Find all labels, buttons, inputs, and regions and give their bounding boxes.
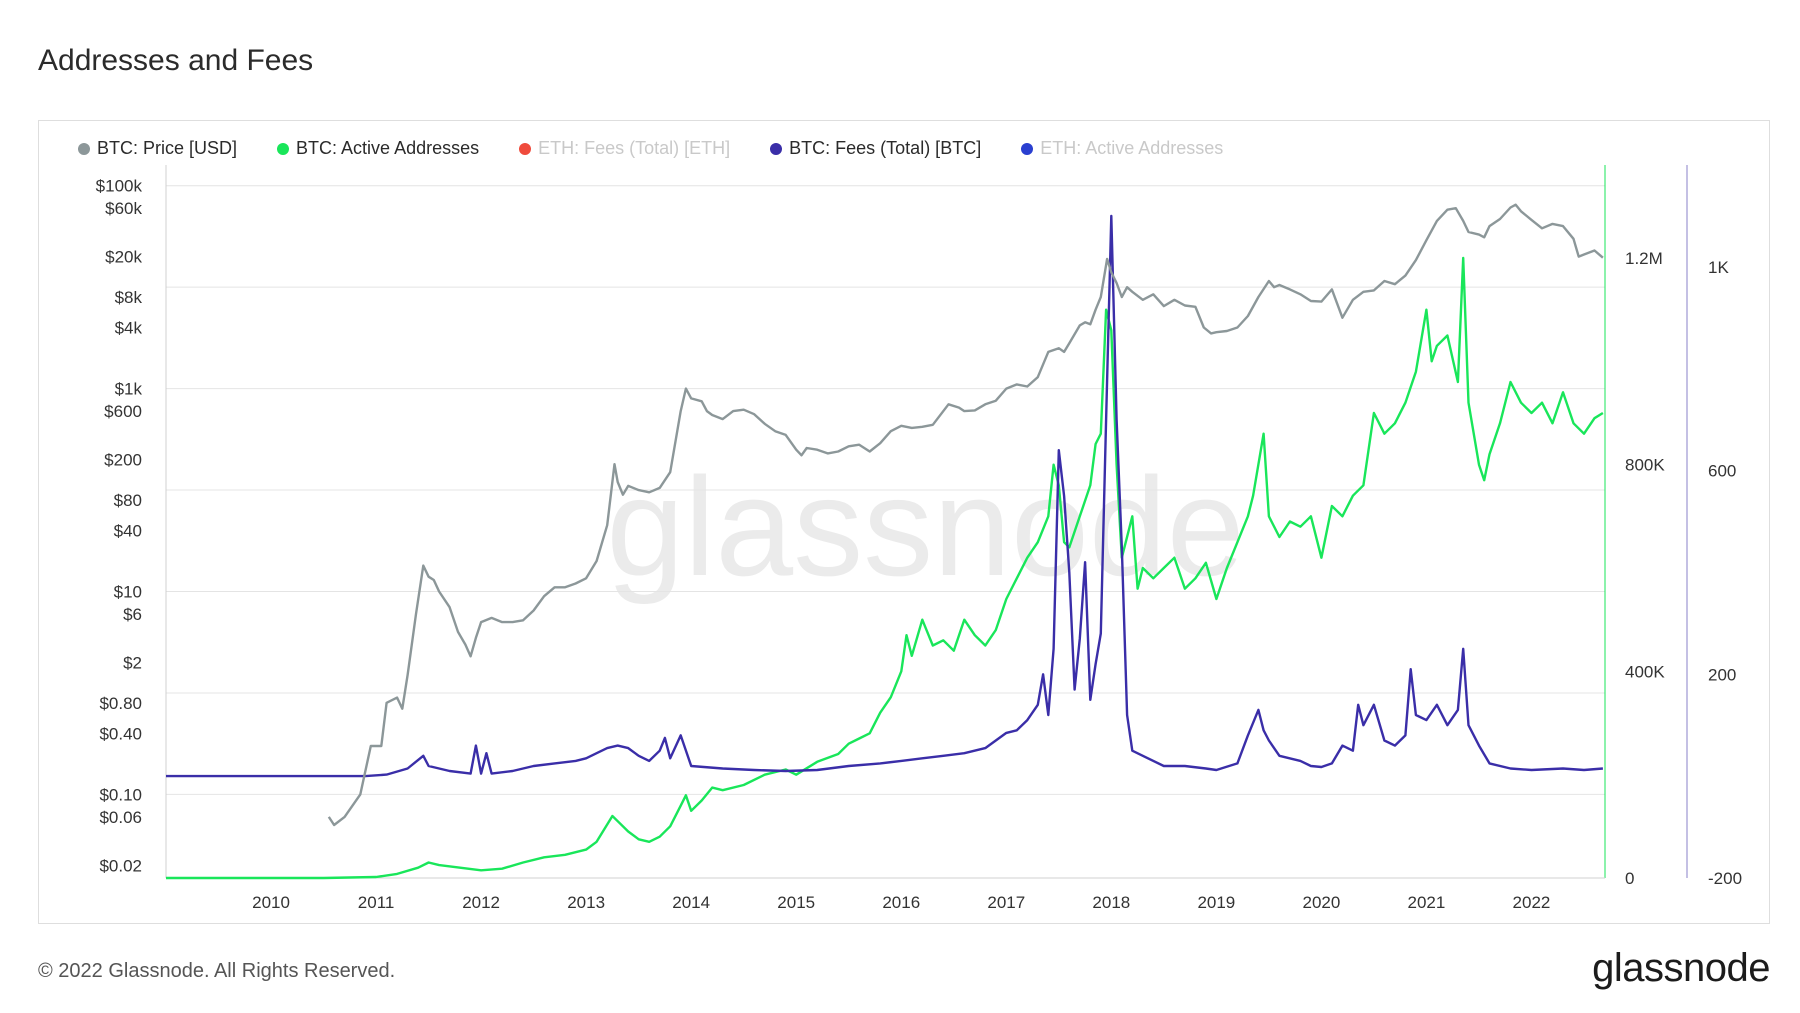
legend-item-eth-fees[interactable]: ETH: Fees (Total) [ETH] xyxy=(519,138,730,159)
fees-tick-label: 200 xyxy=(1708,665,1736,684)
price-tick-label: $8k xyxy=(115,288,143,307)
x-tick-label: 2020 xyxy=(1302,893,1340,912)
addresses-tick-label: 1.2M xyxy=(1625,249,1663,268)
legend-label: ETH: Fees (Total) [ETH] xyxy=(538,138,731,158)
price-tick-label: $60k xyxy=(105,199,142,218)
fees-tick-label: -200 xyxy=(1708,869,1742,888)
series-line-btc-fees-total-btc xyxy=(166,214,1603,778)
fees-tick-label: 600 xyxy=(1708,462,1736,481)
x-tick-label: 2017 xyxy=(987,893,1025,912)
x-tick-label: 2010 xyxy=(252,893,290,912)
legend-item-btc-fees[interactable]: BTC: Fees (Total) [BTC] xyxy=(770,138,981,159)
x-tick-label: 2015 xyxy=(777,893,815,912)
price-tick-label: $600 xyxy=(104,402,142,421)
x-tick-label: 2012 xyxy=(462,893,500,912)
legend-dot-icon xyxy=(519,142,532,155)
addresses-tick-label: 800K xyxy=(1625,456,1665,475)
legend-dot-icon xyxy=(1021,142,1034,155)
legend-label: BTC: Price [USD] xyxy=(97,138,238,158)
chart-legend: BTC: Price [USD] BTC: Active Addresses E… xyxy=(78,138,1263,159)
x-tick-label: 2014 xyxy=(672,893,710,912)
x-tick-label: 2019 xyxy=(1197,893,1235,912)
price-tick-label: $0.80 xyxy=(99,694,142,713)
price-tick-label: $40 xyxy=(114,521,142,540)
glassnode-logo[interactable]: glassnode xyxy=(1592,946,1770,990)
legend-dot-icon xyxy=(277,142,290,155)
price-tick-label: $4k xyxy=(115,319,143,338)
legend-dot-icon xyxy=(78,142,90,155)
watermark-text: glassnode xyxy=(606,448,1244,605)
price-tick-label: $200 xyxy=(104,451,142,470)
x-tick-label: 2018 xyxy=(1092,893,1130,912)
price-tick-label: $80 xyxy=(114,491,142,510)
series-line-btc-price-usd xyxy=(327,203,1604,827)
price-tick-label: $20k xyxy=(105,248,142,267)
price-tick-label: $0.06 xyxy=(99,808,142,827)
legend-dot-icon xyxy=(770,142,783,155)
legend-item-btc-price[interactable]: BTC: Price [USD] xyxy=(78,138,237,159)
x-tick-label: 2016 xyxy=(882,893,920,912)
x-tick-label: 2022 xyxy=(1513,893,1551,912)
x-tick-label: 2013 xyxy=(567,893,605,912)
chart-frame xyxy=(38,120,1770,924)
legend-label: ETH: Active Addresses xyxy=(1040,138,1224,158)
x-tick-label: 2011 xyxy=(358,893,395,912)
price-tick-label: $2 xyxy=(123,653,142,672)
addresses-tick-label: 0 xyxy=(1625,869,1634,888)
price-tick-label: $0.40 xyxy=(99,724,142,743)
addresses-tick-label: 400K xyxy=(1625,662,1665,681)
price-tick-label: $0.10 xyxy=(99,785,142,804)
price-tick-label: $100k xyxy=(96,177,143,196)
legend-label: BTC: Fees (Total) [BTC] xyxy=(789,138,982,158)
fees-tick-label: 1K xyxy=(1708,258,1729,277)
legend-label: BTC: Active Addresses xyxy=(296,138,480,158)
series-line-btc-active-addresses xyxy=(166,256,1604,880)
price-tick-label: $1k xyxy=(115,380,143,399)
price-tick-label: $6 xyxy=(123,605,142,624)
x-tick-label: 2021 xyxy=(1408,893,1446,912)
price-tick-label: $0.02 xyxy=(99,856,142,875)
copyright-text: © 2022 Glassnode. All Rights Reserved. xyxy=(38,960,396,982)
legend-item-btc-active-addresses[interactable]: BTC: Active Addresses xyxy=(277,138,479,159)
price-tick-label: $10 xyxy=(114,583,142,602)
legend-item-eth-active-addresses[interactable]: ETH: Active Addresses xyxy=(1021,138,1223,159)
page-title: Addresses and Fees xyxy=(38,44,314,77)
